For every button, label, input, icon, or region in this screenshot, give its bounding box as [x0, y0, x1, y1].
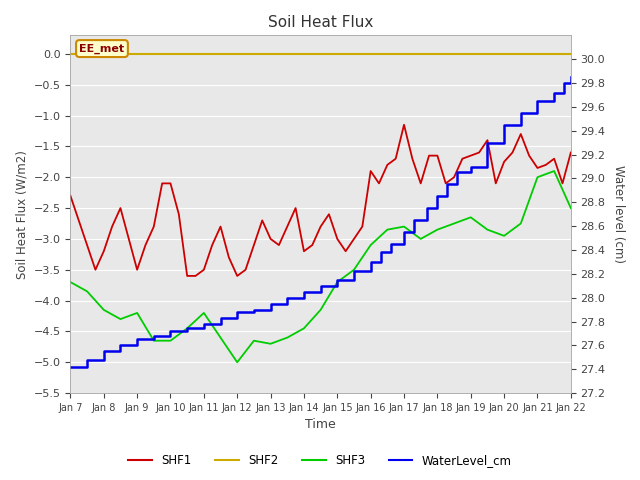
Text: EE_met: EE_met — [79, 43, 125, 54]
Y-axis label: Soil Heat Flux (W/m2): Soil Heat Flux (W/m2) — [15, 150, 28, 279]
Y-axis label: Water level (cm): Water level (cm) — [612, 165, 625, 263]
X-axis label: Time: Time — [305, 419, 336, 432]
Legend: SHF1, SHF2, SHF3, WaterLevel_cm: SHF1, SHF2, SHF3, WaterLevel_cm — [124, 449, 516, 472]
Title: Soil Heat Flux: Soil Heat Flux — [268, 15, 373, 30]
